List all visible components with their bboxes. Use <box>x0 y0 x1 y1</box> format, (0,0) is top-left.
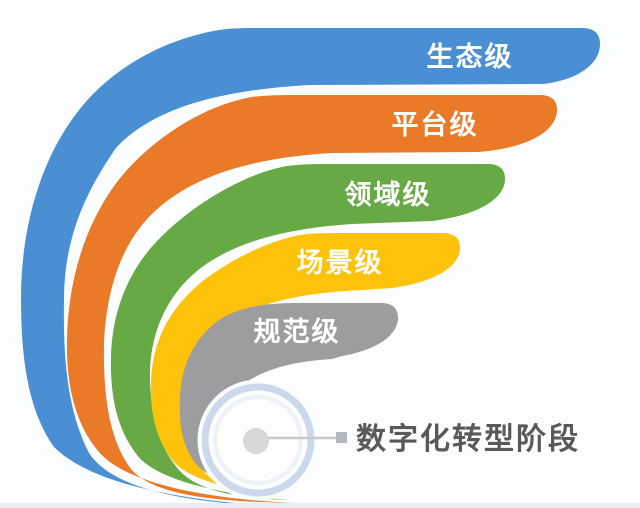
label-scenario-level: 场景级 <box>297 247 384 278</box>
band-platform-level <box>66 95 557 503</box>
band-ecosystem-level <box>21 28 600 507</box>
band-specification-level <box>179 303 398 494</box>
connector-marker <box>336 432 347 443</box>
band-domain-level <box>110 164 506 500</box>
hub-dot <box>243 428 269 454</box>
hub-ring <box>201 383 315 497</box>
label-domain-level: 领域级 <box>345 179 432 210</box>
label-specification-level: 规范级 <box>254 316 341 347</box>
band-scenario-level <box>150 233 460 497</box>
label-platform-level: 平台级 <box>392 109 479 140</box>
label-ecosystem-level: 生态级 <box>427 41 514 72</box>
hub-inner-ring <box>213 395 303 485</box>
bottom-edge-strip <box>0 503 640 508</box>
annotation-digital-transformation-stage: 数字化转型阶段 <box>356 422 580 456</box>
